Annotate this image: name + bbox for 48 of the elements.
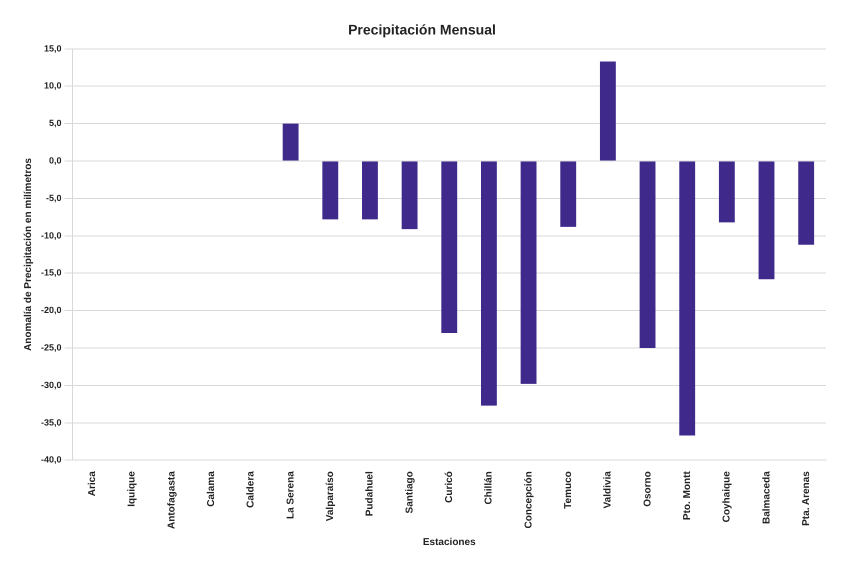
bar — [402, 162, 418, 230]
bar — [362, 162, 378, 220]
chart-title: Precipitación Mensual — [348, 21, 496, 38]
y-tick-label: -20,0 — [41, 305, 62, 316]
x-tick-label: Antofagasta — [166, 470, 178, 530]
x-axis-title: Estaciones — [422, 536, 476, 548]
x-tick-label: Valparaíso — [325, 471, 336, 522]
bar — [441, 162, 458, 334]
bar — [600, 62, 616, 161]
x-tick-label: Caldera — [246, 470, 257, 508]
y-tick-label: 5,0 — [49, 118, 62, 128]
x-tick-label: Iquique — [126, 470, 138, 507]
x-tick-label: Pudahuel — [364, 471, 376, 516]
x-tick-label: Coyhaique — [722, 470, 733, 522]
x-tick-label: Balmaceda — [761, 470, 772, 524]
x-tick-label: Concepción — [523, 471, 534, 528]
x-tick-label: Arica — [87, 470, 98, 496]
x-tick-label: Temuco — [562, 471, 574, 509]
x-tick-label: Curicó — [444, 471, 456, 503]
bar — [718, 162, 735, 222]
y-tick-label: -40,0 — [41, 454, 62, 465]
y-axis-title: Anomalía de Precipitación en milímetros — [22, 158, 34, 351]
y-tick-label: -15,0 — [41, 268, 62, 278]
x-tick-label: Chillán — [484, 471, 495, 505]
x-tick-label: Pto. Montt — [682, 470, 693, 520]
bar — [758, 162, 774, 280]
bar — [640, 162, 656, 348]
bar — [322, 162, 338, 220]
y-tick-label: 15,0 — [44, 43, 62, 54]
y-tick-label: -25,0 — [41, 342, 62, 352]
bar — [560, 162, 576, 227]
x-tick-label: La Serena — [285, 470, 296, 520]
bar — [520, 162, 537, 384]
y-tick-label: -35,0 — [41, 417, 62, 428]
y-tick-label: 10,0 — [44, 80, 62, 91]
x-tick-label: Calama — [206, 470, 218, 507]
bar — [798, 162, 814, 245]
y-tick-label: 0,0 — [49, 155, 62, 166]
x-tick-label: Santiago — [404, 471, 416, 514]
x-tick-label: Osorno — [642, 471, 654, 507]
x-tick-label: Valdivia — [602, 470, 614, 508]
x-tick-label: Pta. Arenas — [800, 470, 812, 526]
bar — [679, 162, 696, 436]
y-tick-label: -5,0 — [46, 192, 62, 203]
y-tick-label: -30,0 — [41, 380, 62, 390]
bar — [480, 162, 497, 406]
y-tick-label: -10,0 — [41, 230, 62, 240]
bar — [282, 124, 299, 161]
